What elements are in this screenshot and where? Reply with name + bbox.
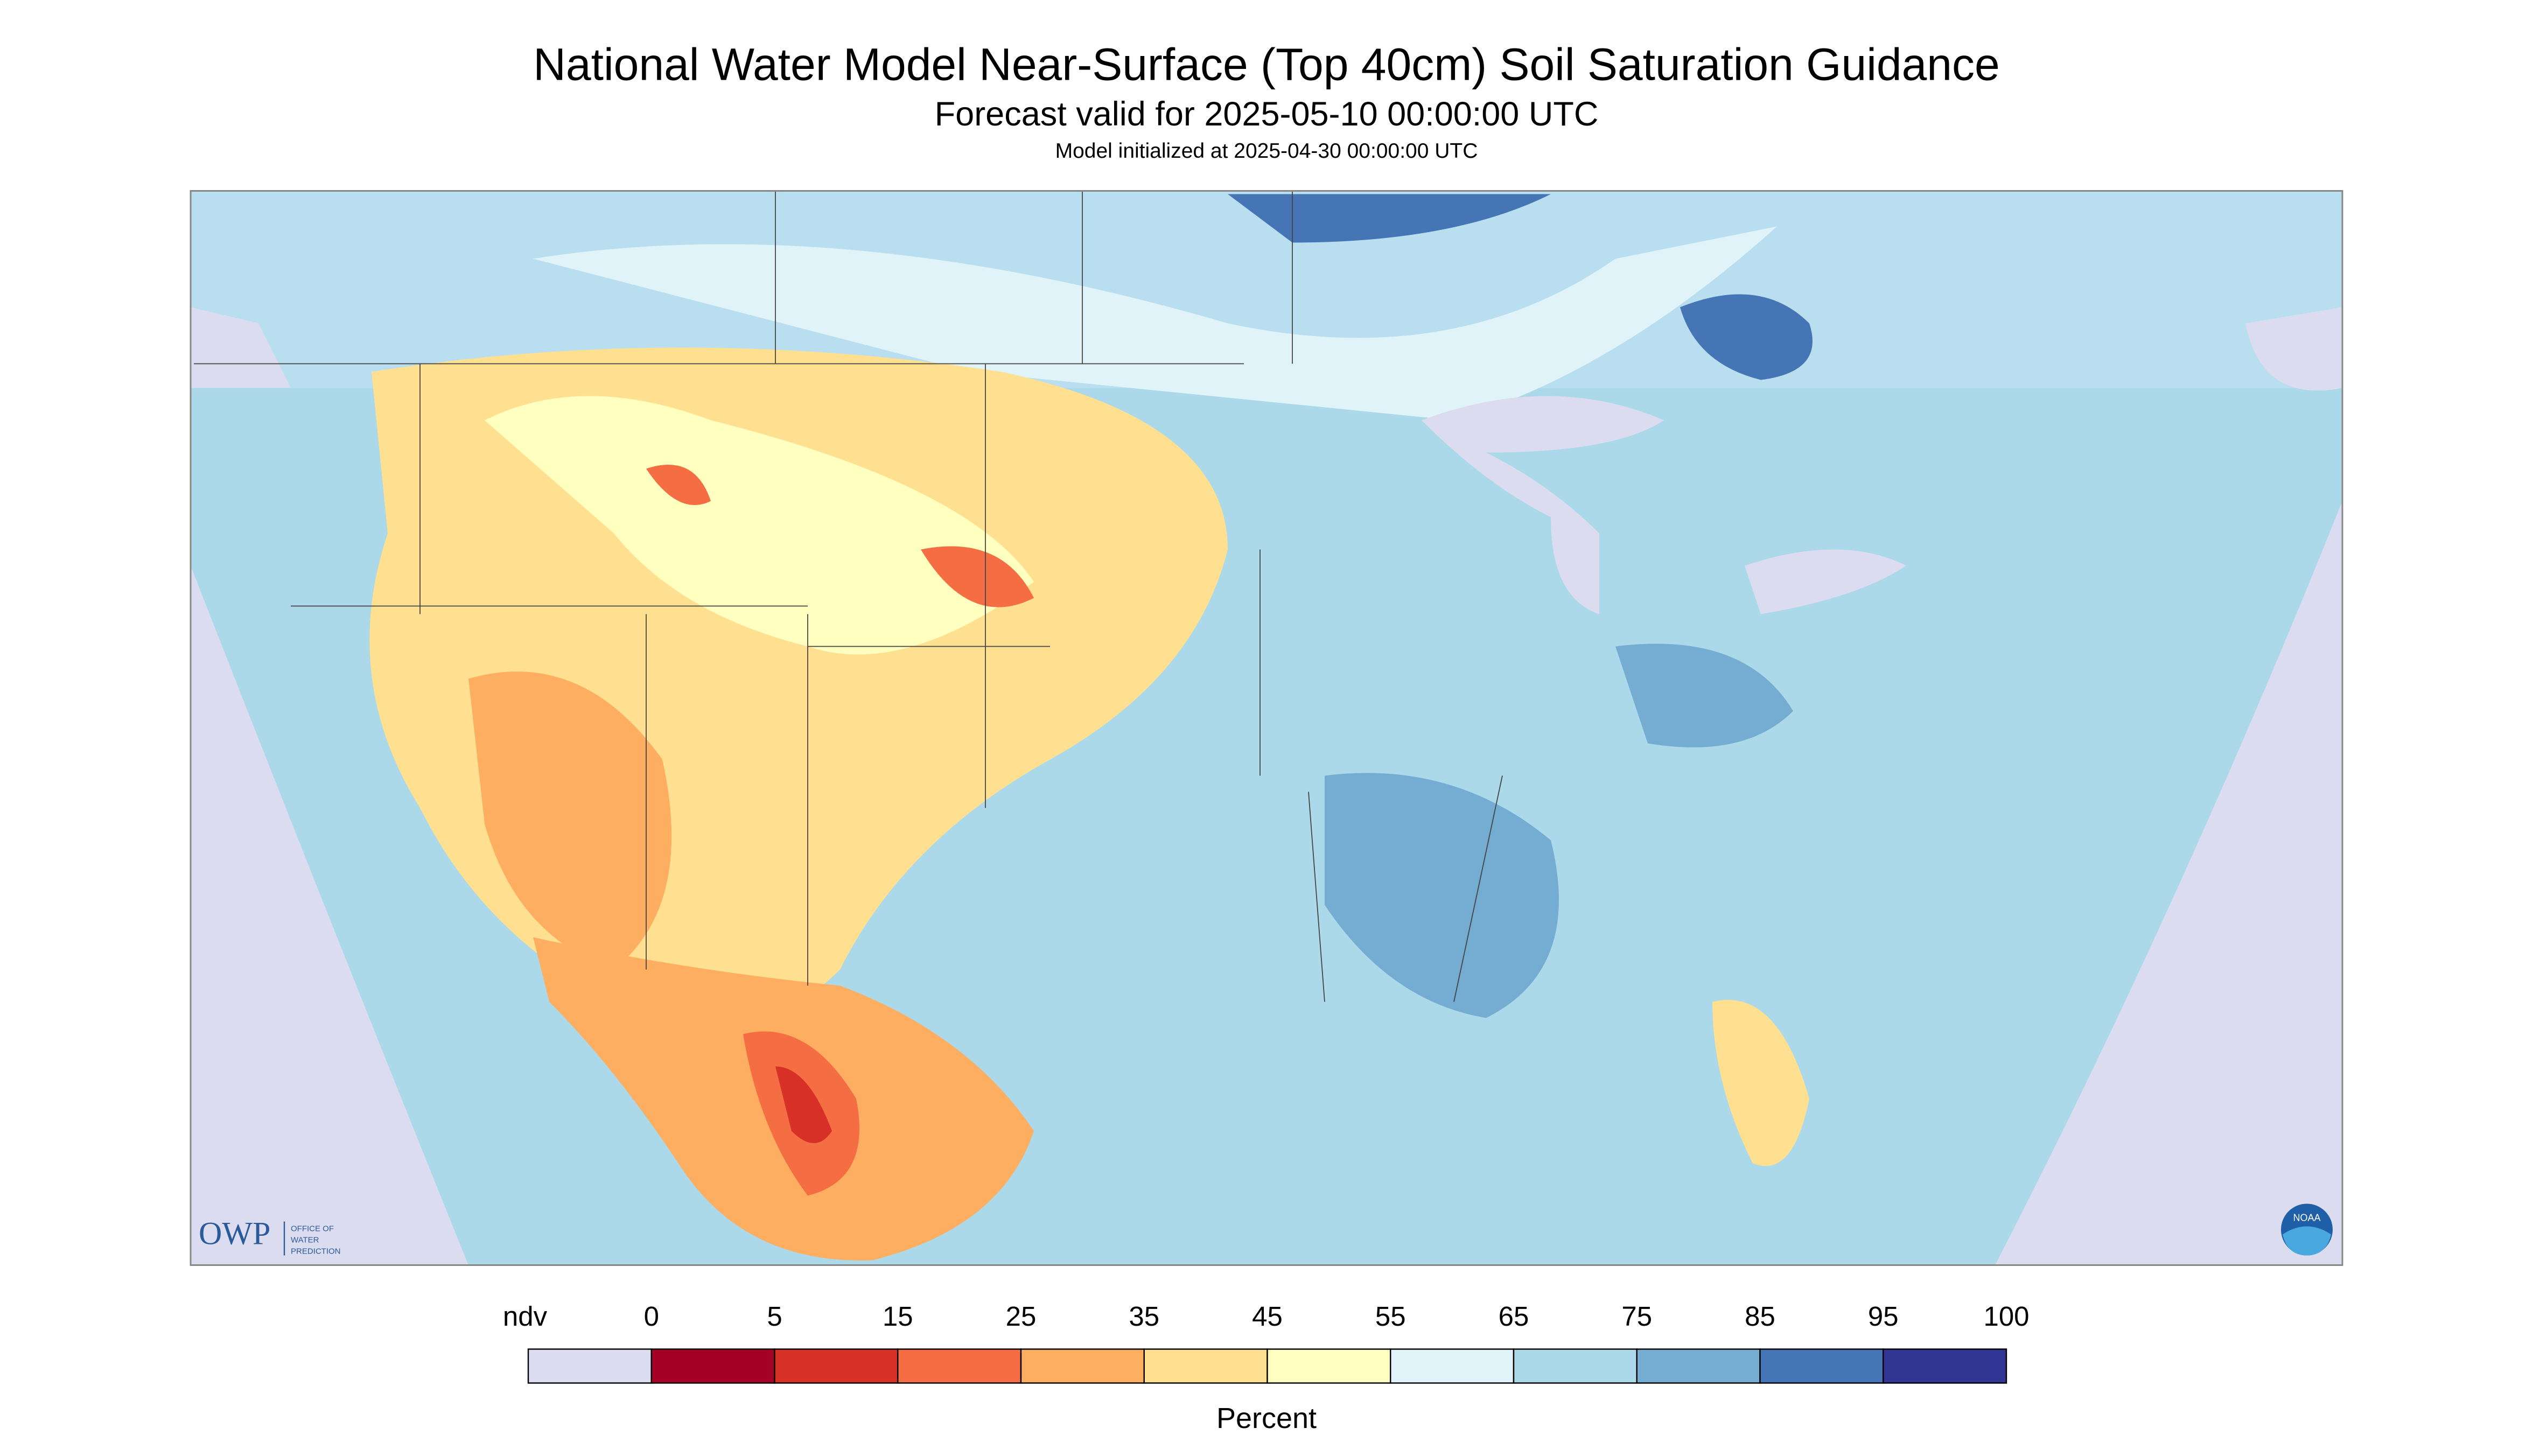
dry-region	[468, 671, 672, 970]
ndv-region	[1995, 501, 2342, 1265]
legend-swatch	[1883, 1348, 2007, 1384]
map: OWP OFFICE OF WATER PREDICTION NOAA	[190, 190, 2343, 1266]
map-frame	[190, 190, 2343, 1266]
noaa-label: NOAA	[2293, 1212, 2320, 1223]
legend-swatch	[1143, 1348, 1268, 1384]
legend-label: 100	[1983, 1301, 2029, 1332]
legend-label: 25	[1006, 1301, 1037, 1332]
legend-swatch	[1759, 1348, 1884, 1384]
ndv-region	[191, 307, 291, 388]
legend-label: 0	[644, 1301, 659, 1332]
prairie-region	[533, 226, 1777, 421]
wet-region	[1680, 294, 1813, 380]
dry-region	[1712, 999, 1809, 1166]
dry-region	[646, 465, 1034, 607]
boundary-lines	[194, 191, 1503, 1002]
subtitle: Forecast valid for 2025-05-10 00:00:00 U…	[935, 95, 1599, 133]
legend: ndv 0 5 15 25 35 45 55 65 75 85 95 100	[503, 1301, 2030, 1384]
legend-label: 35	[1129, 1301, 1159, 1332]
logo-name: OWP	[199, 1216, 270, 1251]
legend-label: 45	[1252, 1301, 1283, 1332]
legend-label: 95	[1868, 1301, 1899, 1332]
legend-label: 15	[883, 1301, 913, 1332]
logo-line: WATER	[291, 1236, 319, 1245]
wet-region	[1228, 194, 1551, 243]
legend-label: 55	[1375, 1301, 1406, 1332]
legend-label: 65	[1499, 1301, 1529, 1332]
dry-region	[775, 1066, 832, 1143]
legend-label: 85	[1745, 1301, 1775, 1332]
legend-swatch	[527, 1348, 652, 1384]
legend-label: ndv	[503, 1301, 548, 1332]
legend-swatch	[1513, 1348, 1638, 1384]
great-lakes	[1745, 549, 1906, 614]
ndv-region	[191, 565, 468, 1265]
ndv-region	[2245, 307, 2342, 391]
legend-swatch	[1020, 1348, 1145, 1384]
logo-line: PREDICTION	[291, 1247, 341, 1256]
legend-label: 75	[1621, 1301, 1652, 1332]
legend-swatch	[650, 1348, 775, 1384]
title: National Water Model Near-Surface (Top 4…	[533, 39, 1999, 90]
legend-unit: Percent	[1216, 1402, 1317, 1434]
noaa-wave	[2283, 1226, 2331, 1256]
note: Model initialized at 2025-04-30 00:00:00…	[1055, 139, 1478, 163]
legend-label: 5	[767, 1301, 782, 1332]
legend-swatch	[1266, 1348, 1391, 1384]
legend-swatch	[897, 1348, 1022, 1384]
legend-swatch	[1390, 1348, 1515, 1384]
logo-line: OFFICE OF	[291, 1224, 334, 1234]
legend-swatch	[1636, 1348, 1761, 1384]
legend-swatch	[774, 1348, 899, 1384]
wet-region	[1325, 643, 1793, 1018]
great-lakes	[1422, 396, 1664, 614]
dry-region	[485, 396, 1034, 655]
